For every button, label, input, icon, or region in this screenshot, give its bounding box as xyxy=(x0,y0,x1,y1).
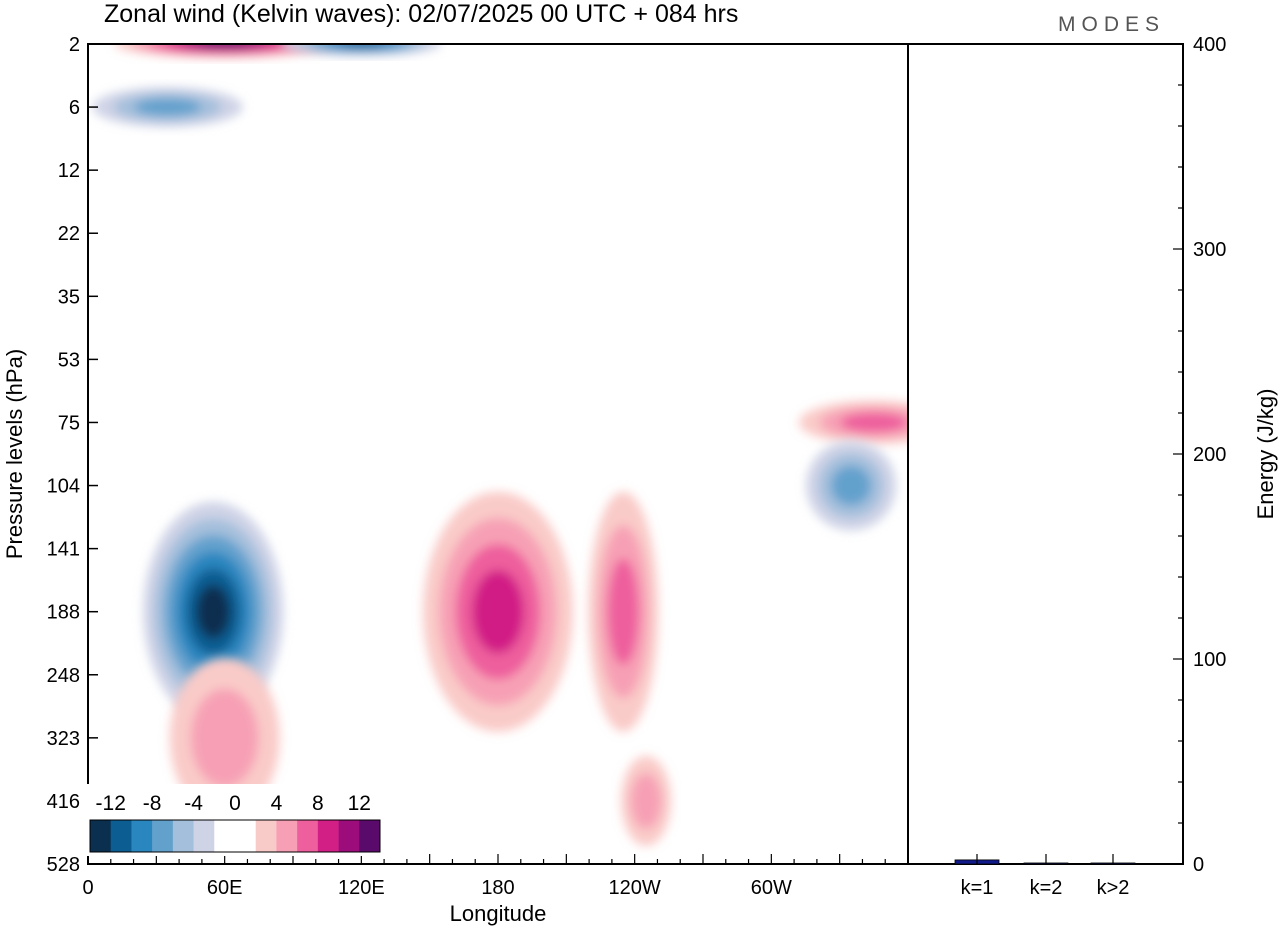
contour-band xyxy=(471,569,525,654)
wind-field xyxy=(92,44,908,846)
longitude-tick-label: 120W xyxy=(609,877,661,899)
energy-tick-label: 0 xyxy=(1193,854,1204,876)
contour-band xyxy=(190,688,259,788)
pressure-tick-label: 6 xyxy=(69,97,80,119)
colorbar-swatch xyxy=(152,820,174,852)
energy-plot-frame xyxy=(907,43,1184,865)
contour-band xyxy=(630,773,662,829)
colorbar-swatch xyxy=(214,820,236,852)
contour-band xyxy=(607,558,639,666)
longitude-axis: 0 60E 120E 180 120W 60W xyxy=(82,854,909,899)
colorbar-swatch xyxy=(359,820,381,852)
colorbar: -12 -8 -4 0 4 8 12 xyxy=(86,784,384,856)
contour-band xyxy=(840,412,908,433)
y-axis-label: Pressure levels (hPa) xyxy=(2,349,27,559)
energy-category-label: k=2 xyxy=(1030,877,1063,899)
colorbar-label: -4 xyxy=(184,792,203,815)
colorbar-swatch xyxy=(276,820,298,852)
colorbar-swatch xyxy=(235,820,257,852)
energy-tick-label: 200 xyxy=(1193,444,1226,466)
modes-logo: MODES xyxy=(1058,13,1165,36)
pressure-tick-label: 104 xyxy=(47,476,80,498)
longitude-tick-label: 60E xyxy=(207,877,243,899)
energy-tick-label: 300 xyxy=(1193,239,1226,261)
chart-title: Zonal wind (Kelvin waves): 02/07/2025 00… xyxy=(104,0,738,28)
pressure-tick-label: 248 xyxy=(47,665,80,687)
positive-anomaly xyxy=(169,657,280,818)
colorbar-swatch xyxy=(297,820,319,852)
colorbar-swatch xyxy=(338,820,360,852)
contour-band xyxy=(831,465,872,506)
colorbar-frame xyxy=(89,819,381,853)
longitude-tick-label: 0 xyxy=(82,877,93,899)
x-axis-label: Longitude xyxy=(450,901,547,926)
pressure-tick-label: 2 xyxy=(69,34,80,56)
pressure-tick-label: 12 xyxy=(58,160,80,182)
energy-axis: 0 100 200 300 400 xyxy=(1173,34,1226,876)
energy-tick-label: 400 xyxy=(1193,34,1226,56)
longitude-tick-label: 60W xyxy=(751,877,792,899)
pressure-tick-label: 416 xyxy=(47,791,80,813)
colorbar-swatch xyxy=(255,820,277,852)
colorbar-label: 4 xyxy=(271,792,283,815)
positive-anomaly xyxy=(588,491,659,732)
pressure-tick-label: 528 xyxy=(47,854,80,876)
colorbar-swatch xyxy=(90,820,112,852)
longitude-tick-label: 120E xyxy=(338,877,385,899)
colorbar-swatch xyxy=(193,820,215,852)
pressure-tick-label: 53 xyxy=(58,349,80,371)
energy-tick-label: 100 xyxy=(1193,649,1226,671)
negative-anomaly xyxy=(806,440,897,531)
pressure-axis: 2 6 12 22 35 53 75 104 141 188 248 323 416 528 xyxy=(47,34,98,876)
colorbar-label: 8 xyxy=(312,792,324,815)
pressure-tick-label: 141 xyxy=(47,539,80,561)
colorbar-label: 12 xyxy=(348,792,371,815)
longitude-tick-label: 180 xyxy=(481,877,514,899)
colorbar-swatch xyxy=(172,820,194,852)
pressure-tick-label: 22 xyxy=(58,223,80,245)
positive-anomaly xyxy=(621,755,672,846)
energy-category-label: k>2 xyxy=(1097,877,1130,899)
colorbar-swatch xyxy=(110,820,132,852)
contour-band xyxy=(134,98,202,116)
energy-axis-label: Energy (J/kg) xyxy=(1253,389,1278,520)
pressure-tick-label: 35 xyxy=(58,286,80,308)
colorbar-swatch xyxy=(317,820,339,852)
colorbar-label: 0 xyxy=(229,792,241,815)
contour-band xyxy=(196,585,231,639)
positive-anomaly xyxy=(423,491,573,732)
colorbar-swatch xyxy=(131,820,153,852)
pressure-tick-label: 323 xyxy=(47,728,80,750)
positive-anomaly xyxy=(114,44,335,58)
energy-bars: k=1 k=2 k>2 xyxy=(954,854,1136,899)
colorbar-label: -8 xyxy=(143,792,162,815)
pressure-tick-label: 75 xyxy=(58,412,80,434)
energy-category-label: k=1 xyxy=(961,877,994,899)
colorbar-label: -12 xyxy=(96,792,126,815)
negative-anomaly xyxy=(92,87,243,128)
positive-anomaly xyxy=(798,400,908,445)
pressure-tick-label: 188 xyxy=(47,602,80,624)
